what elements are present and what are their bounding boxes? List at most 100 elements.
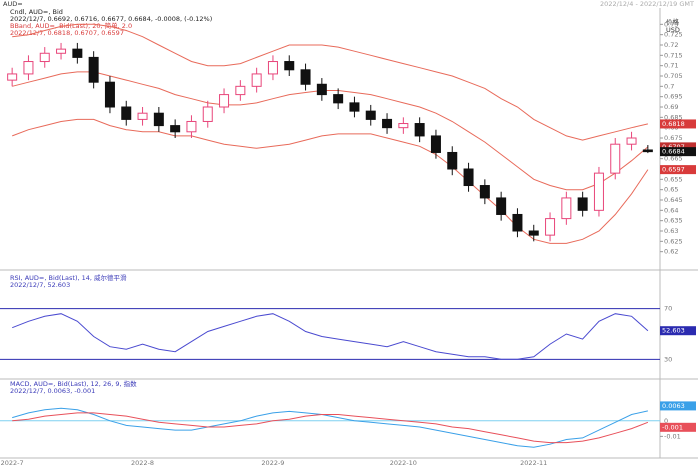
candle-body [39, 52, 50, 63]
y-tick-label: 0.65 [664, 186, 678, 194]
candle-body [267, 61, 278, 75]
candle-body [153, 112, 164, 127]
candle-body [170, 125, 181, 133]
axis-title: 价格 [666, 17, 680, 26]
candle-body [56, 48, 67, 54]
window-header: AUD= [3, 0, 23, 8]
y-tick-label: 0.62 [664, 248, 678, 256]
panel-title: RSI, AUD=, Bid(Last), 14, 威尔德平滑 [10, 273, 127, 282]
candle-body [7, 73, 18, 81]
panel-title: Cndl, AUD=, Bid [10, 8, 63, 16]
y-tick-label: 0.635 [664, 217, 683, 225]
candle-body [137, 112, 148, 120]
candle-body [186, 120, 197, 133]
bband-lower [12, 118, 649, 244]
candle-body [88, 56, 99, 83]
y-tick-label: 70 [664, 305, 672, 313]
candle-body [561, 197, 572, 220]
macd-line [12, 412, 649, 444]
value-tag: 0.6707 [662, 143, 685, 151]
indicator-label: 2022/12/7, 0.6818, 0.6707, 0.6597 [10, 29, 124, 37]
candle-body [414, 123, 425, 137]
candle-body [235, 85, 246, 96]
candle-body [642, 149, 653, 153]
bband-mid [12, 71, 649, 191]
y-tick-label: 0.69 [664, 103, 678, 111]
y-tick-label: 0.71 [664, 62, 678, 70]
candle-body [23, 61, 34, 75]
y-tick-label: 30 [664, 355, 672, 363]
x-tick-label: 2022-9 [261, 459, 284, 467]
y-tick-label: 0.705 [664, 72, 683, 80]
y-tick-label: 0.645 [664, 196, 683, 204]
candle-body [528, 230, 539, 236]
candle-body [349, 102, 360, 112]
candle-body [202, 106, 213, 122]
value-tag-bg [660, 147, 696, 157]
value-tag: 0.0063 [662, 402, 685, 410]
candle-body [593, 172, 604, 211]
value-tag-bg [660, 142, 696, 152]
value-tag: 0.6818 [662, 120, 685, 128]
candle-body [365, 110, 376, 120]
value-tag: 0.6597 [662, 166, 685, 174]
macd-line [12, 407, 649, 448]
candle-body [104, 81, 115, 108]
candle-body [447, 151, 458, 170]
y-tick-label: 0.665 [664, 155, 683, 163]
panel-title: MACD, AUD=, Bid(Last), 12, 26, 9, 指数 [10, 379, 137, 388]
candle-body [300, 69, 311, 85]
candle-body [333, 94, 344, 104]
candle-body [316, 83, 327, 96]
candle-body [496, 197, 507, 215]
y-tick-label: -0.01 [664, 432, 681, 440]
rsi-line [12, 313, 649, 360]
value-tag: -0.001 [662, 423, 683, 431]
candle-body [512, 213, 523, 232]
candle-body [463, 168, 474, 187]
value-tag-bg [660, 119, 696, 129]
candle-body [284, 61, 295, 71]
y-tick-label: 0.685 [664, 113, 683, 121]
value-tag-bg [660, 401, 696, 411]
y-tick-label: 0.7 [664, 82, 674, 90]
candle-body [479, 185, 490, 199]
candle-body [219, 94, 230, 108]
value-tag-bg [660, 326, 696, 336]
y-tick-label: 0.695 [664, 93, 683, 101]
x-tick-label: 2022-8 [131, 459, 154, 467]
candle-body [251, 73, 262, 87]
y-tick-label: 0.715 [664, 51, 683, 59]
y-tick-label: 0.72 [664, 41, 678, 49]
candle-body [626, 137, 637, 145]
y-tick-label: 0.675 [664, 134, 683, 142]
candle-body [610, 143, 621, 174]
candle-body [430, 135, 441, 153]
value-tag-bg [660, 165, 696, 175]
y-tick-label: 0.725 [664, 31, 683, 39]
y-tick-label: 0.73 [664, 20, 678, 28]
x-tick-label: 2022-11 [520, 459, 547, 467]
candle-body [382, 118, 393, 129]
x-tick-label: 2022-10 [390, 459, 417, 467]
x-tick-label: 2022-7 [1, 459, 24, 467]
y-tick-label: 0.64 [664, 206, 678, 214]
bband-upper [12, 23, 649, 141]
y-tick-label: 0.655 [664, 175, 683, 183]
candle-body [72, 48, 83, 58]
y-tick-label: 0.63 [664, 227, 678, 235]
value-tag-bg [660, 422, 696, 432]
panel-subtitle: 2022/12/7, 0.6692, 0.6716, 0.6677, 0.668… [10, 15, 212, 23]
window-range: 2022/12/4 - 2022/12/19 GMT [600, 0, 694, 8]
panel-subtitle: 2022/12/7, 52.603 [10, 281, 70, 289]
value-tag: 52.603 [662, 327, 685, 335]
panel-subtitle: 2022/12/7, 0.0063, -0.001 [10, 387, 95, 395]
value-tag: 0.6684 [662, 148, 685, 156]
y-tick-label: 0 [664, 417, 668, 425]
candle-body [121, 106, 132, 120]
candle-body [398, 123, 409, 129]
candle-body [577, 197, 588, 211]
y-tick-label: 0.625 [664, 237, 683, 245]
candle-body [545, 218, 556, 236]
